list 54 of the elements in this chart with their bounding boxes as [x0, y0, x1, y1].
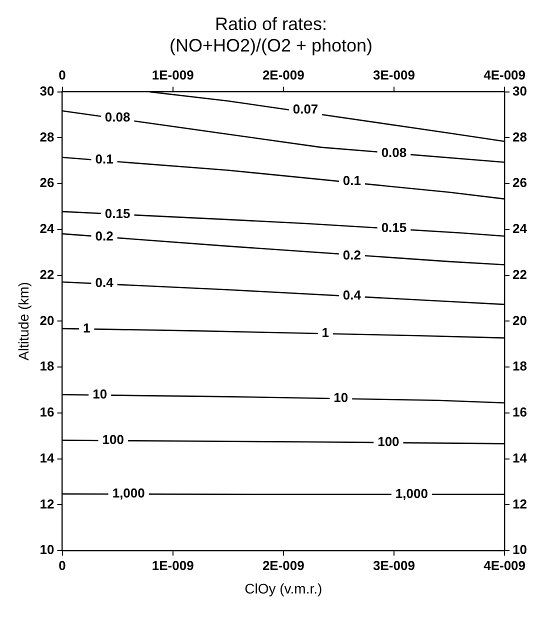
annotation: 1,000 — [112, 486, 145, 501]
y-tick-label: 28 — [40, 129, 54, 144]
annotation: 1 — [322, 324, 330, 340]
annotation: 0.15 — [381, 220, 407, 235]
y2-tick-label: 12 — [512, 496, 528, 512]
x-tick-label: 3E-009 — [373, 558, 415, 573]
y2-tick-label: 20 — [512, 312, 528, 328]
y-tick-label: 20 — [40, 312, 54, 328]
y2-tick-label: 28 — [512, 129, 528, 144]
chart-title: Ratio of rates: (NO+HO2)/(O2 + photon) — [169, 14, 373, 56]
x2-tick-label: 0 — [58, 68, 66, 83]
y-tick-label: 22 — [40, 266, 54, 282]
y-axis-title: Altitude (km) — [15, 282, 32, 360]
y2-tick-label: 16 — [512, 404, 528, 420]
x2-tick-label: 3E-009 — [373, 68, 415, 83]
annotation: 0.2 — [342, 248, 361, 263]
y2-tick-label: 10 — [512, 542, 528, 558]
annotation: 1 — [82, 320, 90, 336]
y-tick-label: 16 — [40, 404, 54, 420]
annotation: 10 — [334, 390, 348, 405]
annotation: 0.08 — [381, 144, 407, 160]
x-axis-title: ClOy (v.m.r.) — [244, 580, 322, 596]
annotation: 0.2 — [95, 228, 114, 244]
y2-tick-label: 22 — [512, 266, 528, 282]
annotation: 10 — [92, 386, 108, 402]
y-tick-label: 24 — [40, 221, 56, 236]
annotation: 0.1 — [342, 172, 361, 188]
annotation: 0.4 — [95, 275, 114, 290]
y2-tick-label: 26 — [512, 175, 528, 190]
annotation: 0.07 — [292, 102, 318, 117]
x-tick-label: 2E-009 — [262, 558, 304, 573]
y2-tick-label: 18 — [512, 358, 528, 374]
y2-tick-label: 30 — [512, 83, 528, 98]
y2-tick-label: 14 — [512, 450, 528, 466]
x2-tick-label: 1E-009 — [152, 68, 194, 83]
x-tick-label: 0 — [58, 558, 66, 573]
y-tick-label: 26 — [40, 175, 54, 190]
y-tick-label: 14 — [40, 450, 56, 466]
y-tick-label: 12 — [40, 496, 54, 512]
x-tick-label: 4E-009 — [484, 558, 526, 573]
annotation: 0.15 — [104, 206, 130, 221]
annotation: 100 — [378, 434, 400, 450]
y-tick-label: 10 — [40, 542, 54, 558]
y-tick-label: 30 — [40, 83, 54, 98]
annotation: 1,000 — [395, 486, 428, 501]
annotation: 100 — [102, 432, 124, 448]
y2-tick-label: 24 — [512, 221, 528, 236]
x2-tick-label: 2E-009 — [262, 68, 304, 83]
annotation: 0.1 — [95, 151, 114, 166]
annotation: 0.08 — [104, 109, 130, 124]
annotation: 0.4 — [342, 288, 362, 303]
y-tick-label: 18 — [40, 358, 54, 374]
x-tick-label: 1E-009 — [152, 558, 194, 573]
x2-tick-label: 4E-009 — [484, 68, 526, 83]
